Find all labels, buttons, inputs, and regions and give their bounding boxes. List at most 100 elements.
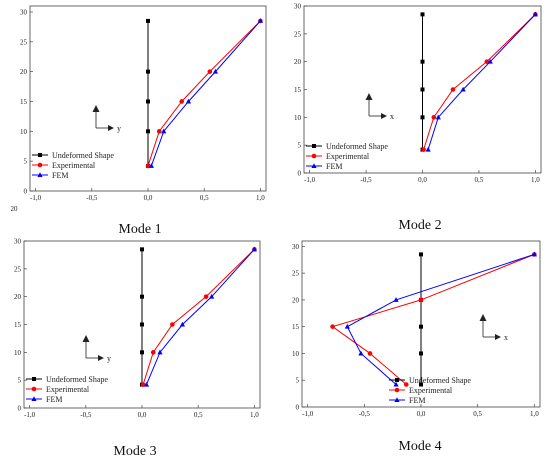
data-point (203, 294, 209, 299)
direction-label: y (117, 124, 121, 133)
y-tick-label: 20 (292, 296, 300, 304)
data-point (420, 12, 425, 17)
y-tick-label: 10 (14, 349, 22, 357)
direction-label: x (390, 112, 394, 121)
y-tick-label: 0 (18, 405, 22, 413)
axis-arrowhead-vertical (479, 314, 487, 321)
series-line (146, 249, 255, 385)
legend-label: FEM (409, 396, 425, 405)
axis-arrowhead-horizontal (98, 355, 104, 361)
data-point (146, 99, 150, 104)
series-line (427, 14, 536, 150)
data-point (344, 323, 350, 329)
stray-label: 20 (11, 205, 19, 213)
data-point (419, 351, 423, 356)
legend-label: FEM (326, 162, 342, 171)
data-point (393, 381, 399, 387)
x-tick-label: 0,5 (194, 411, 203, 419)
data-point (420, 59, 425, 64)
data-point (460, 86, 466, 92)
legend-label: Experimental (409, 386, 453, 395)
y-tick-label: 25 (294, 30, 302, 38)
legend-label: Undeformed Shape (46, 375, 108, 384)
data-point (140, 294, 144, 299)
data-point (358, 350, 364, 356)
data-point (146, 69, 150, 74)
data-point (435, 114, 441, 120)
data-point (257, 18, 263, 23)
data-point (143, 381, 150, 387)
legend-label: Undeformed Shape (409, 376, 471, 385)
y-tick-label: 10 (20, 128, 28, 136)
legend-label: Undeformed Shape (326, 142, 388, 151)
x-tick-label: 0,5 (473, 410, 482, 418)
series-line (346, 253, 535, 385)
x-tick-label: -0,5 (86, 194, 98, 202)
legend-label: Experimental (46, 385, 90, 394)
data-point (140, 247, 144, 252)
x-tick-label: -1,0 (304, 176, 316, 184)
data-point (484, 59, 490, 64)
chart-panel-4: -1,0 -0,5 0,0 0,5 1,0 0 5 10 15 20 25 30 Undeformed … (292, 240, 541, 454)
series-line (423, 13, 536, 150)
legend-marker (312, 144, 316, 148)
y-tick-label: 0 (296, 404, 300, 412)
data-point (418, 297, 424, 303)
y-tick-label: 5 (18, 377, 22, 385)
axis-arrowhead-horizontal (381, 113, 387, 119)
y-tick-label: 25 (14, 265, 22, 273)
data-point (487, 58, 493, 64)
data-point (393, 297, 399, 302)
axis-arrowhead-vertical (82, 335, 90, 342)
y-tick-label: 0 (24, 188, 28, 196)
y-tick-label: 30 (294, 3, 302, 11)
data-point (531, 251, 537, 257)
data-point (420, 87, 425, 92)
x-tick-label: -1,0 (302, 410, 314, 418)
legend-label: FEM (52, 171, 68, 180)
data-point (207, 69, 213, 74)
x-tick-label: 0,5 (200, 194, 209, 202)
series-line (142, 248, 255, 385)
data-point (421, 147, 426, 152)
panel-caption: Mode 4 (398, 439, 441, 454)
legend-marker (395, 378, 399, 382)
legend-marker (31, 396, 37, 401)
y-tick-label: 15 (294, 86, 302, 94)
x-tick-label: 1,0 (250, 411, 259, 419)
y-tick-label: 20 (20, 68, 28, 76)
x-tick-label: 0,0 (138, 411, 147, 419)
data-point (179, 99, 185, 104)
x-tick-label: 0,0 (418, 176, 427, 184)
legend-marker (311, 163, 317, 168)
x-tick-label: 1,0 (531, 176, 540, 184)
data-point (450, 87, 456, 92)
data-point (146, 129, 150, 134)
data-point (179, 321, 186, 327)
data-point (146, 18, 150, 23)
x-tick-label: -0,5 (80, 411, 92, 419)
x-tick-label: -1,0 (24, 411, 36, 419)
legend-marker (311, 153, 317, 159)
data-point (156, 129, 162, 134)
legend-marker (37, 172, 43, 177)
x-tick-label: -0,5 (359, 410, 371, 418)
series-line (147, 20, 261, 167)
panel-caption: Mode 2 (398, 218, 441, 233)
legend-marker (394, 397, 400, 402)
axis-arrowhead-horizontal (495, 334, 501, 340)
y-tick-label: 5 (296, 377, 300, 385)
panel-caption: Mode 3 (113, 444, 156, 459)
data-point (330, 324, 335, 329)
y-tick-label: 20 (294, 58, 302, 66)
axis-arrowhead-vertical (365, 93, 373, 100)
data-point (425, 146, 431, 152)
legend-label: Undeformed Shape (52, 151, 114, 160)
data-point (209, 293, 215, 299)
axis-arrowhead-vertical (92, 105, 100, 112)
x-tick-label: 0,0 (417, 410, 426, 418)
legend-marker (38, 153, 42, 157)
data-point (161, 128, 167, 134)
x-tick-label: -1,0 (30, 194, 42, 202)
